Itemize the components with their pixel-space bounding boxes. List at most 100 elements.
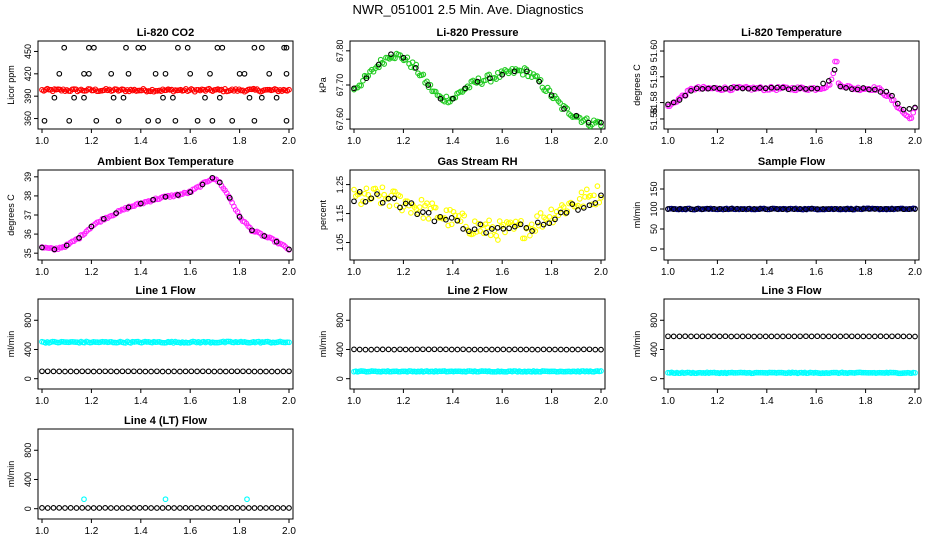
y-tick-label: 0: [335, 376, 345, 381]
data-point: [665, 206, 671, 212]
data-point: [563, 346, 570, 353]
data-point: [831, 333, 838, 340]
data-point: [159, 368, 166, 375]
y-tick-label: 100: [649, 201, 659, 216]
x-tick-label: 2.0: [594, 396, 608, 407]
data-point: [848, 86, 855, 92]
data-point: [523, 225, 530, 231]
data-point: [665, 333, 671, 340]
y-tick-label: 39: [23, 172, 33, 182]
data-point: [527, 232, 533, 239]
data-point: [820, 80, 826, 87]
data-point: [540, 346, 547, 353]
data-point: [502, 368, 508, 375]
data-point: [477, 221, 484, 228]
data-point: [831, 206, 838, 212]
chart-title: Ambient Box Temperature: [97, 156, 234, 168]
x-tick-label: 1.6: [183, 526, 197, 537]
data-point: [283, 70, 290, 77]
data-point: [211, 505, 218, 511]
data-point: [351, 198, 357, 205]
data-point: [768, 84, 775, 91]
data-point: [679, 92, 686, 99]
data-point: [739, 333, 746, 340]
y-axis-label: percent: [318, 199, 328, 230]
chart-pressure: Li-820 Pressure 1.0 1.2 1.4 1.6 1.8 2.0 67.60 67…: [318, 27, 608, 147]
data-point: [437, 346, 444, 353]
data-point: [39, 368, 45, 375]
data-point: [171, 505, 177, 511]
data-point: [734, 205, 740, 212]
data-point: [586, 202, 593, 209]
data-point: [797, 333, 803, 340]
data-point: [474, 78, 481, 85]
y-tick-label: 800: [23, 313, 33, 328]
y-tick-label: 390: [23, 89, 33, 104]
data-point: [125, 204, 132, 211]
y-axis-label: ml/min: [318, 331, 328, 358]
data-point: [443, 216, 449, 223]
data-point: [825, 206, 832, 212]
data-point: [209, 174, 216, 181]
data-point: [67, 368, 74, 375]
series-low: [51, 94, 280, 101]
data-point: [113, 210, 119, 216]
plot-frame: [663, 169, 920, 261]
data-point: [483, 229, 489, 236]
x-tick-label: 1.4: [760, 136, 774, 147]
data-point: [81, 496, 87, 503]
data-point: [448, 215, 455, 221]
y-tick-label: 67.70: [335, 74, 345, 97]
data-point: [511, 223, 518, 230]
data-point: [397, 204, 403, 211]
series-base: [39, 505, 292, 511]
data-point: [420, 71, 427, 78]
data-point: [261, 233, 268, 239]
data-point: [580, 205, 587, 211]
data-point: [803, 206, 809, 212]
chart-line3: Line 3 Flow 1.0 1.2 1.4 1.6 1.8 2.0 0 400 800 ml/m…: [632, 285, 922, 407]
data-point: [202, 94, 208, 101]
data-point: [575, 346, 581, 353]
data-point: [385, 346, 392, 353]
data-point: [843, 333, 849, 340]
y-tick-label: 67.60: [335, 108, 345, 131]
data-point: [223, 338, 230, 345]
data-point: [552, 216, 558, 223]
data-point: [699, 86, 706, 92]
data-point: [251, 117, 258, 124]
data-point: [808, 333, 815, 340]
data-point: [900, 106, 907, 113]
data-point: [768, 333, 775, 340]
data-point: [184, 44, 191, 51]
data-point: [860, 206, 867, 212]
data-point: [368, 195, 375, 202]
data-point: [187, 70, 194, 77]
data-point: [165, 368, 172, 375]
data-point: [155, 117, 161, 124]
y-tick-label: 450: [23, 44, 33, 59]
data-point: [716, 85, 723, 92]
data-point: [808, 85, 815, 92]
data-point: [79, 368, 86, 375]
data-point: [67, 505, 74, 511]
data-point: [837, 83, 844, 90]
data-point: [113, 505, 120, 511]
data-point: [241, 70, 248, 77]
plot-frame: [663, 40, 920, 130]
data-point: [110, 339, 116, 346]
data-point: [803, 86, 809, 92]
data-point: [425, 82, 431, 88]
series-off: [665, 369, 918, 377]
x-tick-label: 2.0: [282, 267, 296, 278]
data-point: [774, 84, 780, 91]
x-tick-label: 1.0: [35, 396, 49, 407]
data-point: [283, 117, 290, 124]
data-point: [725, 369, 732, 376]
data-point: [489, 226, 495, 232]
x-tick-label: 1.0: [347, 136, 361, 147]
y-tick-label: 400: [335, 342, 345, 357]
chart-temperature: Li-820 Temperature 1.0 1.2 1.4 1.6 1.8 2.0 51.5…: [632, 27, 922, 147]
data-point: [598, 368, 604, 374]
plot-frame: [37, 40, 294, 130]
